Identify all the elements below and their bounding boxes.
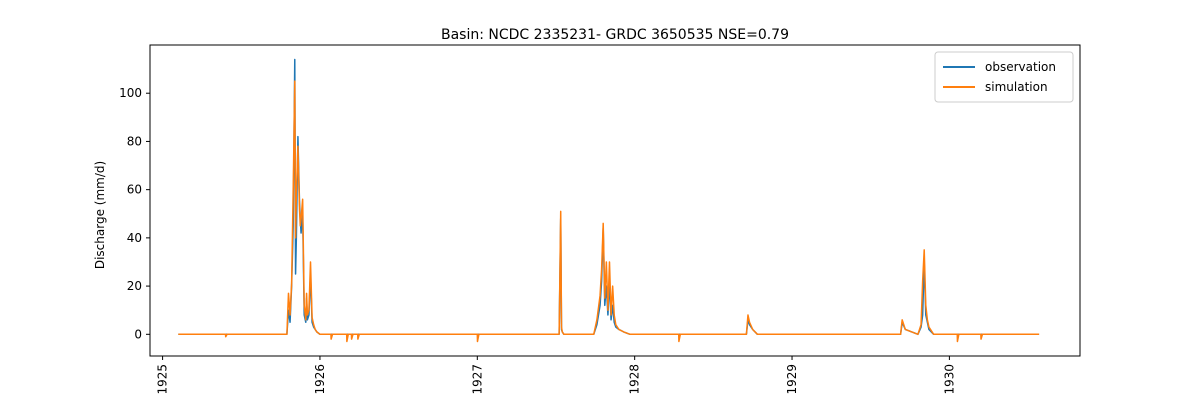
x-tick-label: 1930: [942, 364, 956, 395]
legend: observation simulation: [934, 51, 1074, 103]
series-layer: [178, 58, 1040, 343]
y-tick-label: 60: [127, 183, 142, 197]
plot-frame: [149, 44, 1081, 357]
series-line-simulation: [178, 80, 1040, 343]
x-tick-label: 1927: [470, 364, 484, 395]
legend-label-simulation: simulation: [985, 80, 1048, 94]
plot-area: 1925 1926 1927 1928 1929 1930 0 20 40 60 80 100: [119, 44, 1081, 395]
y-tick-label: 0: [134, 327, 142, 341]
y-tick-label: 20: [127, 279, 142, 293]
chart-title: Basin: NCDC 2335231- GRDC 3650535 NSE=0.…: [441, 27, 789, 43]
x-tick-label: 1929: [785, 364, 799, 395]
x-tick-label: 1925: [156, 364, 170, 395]
x-ticks: 1925 1926 1927 1928 1929 1930: [156, 356, 956, 395]
y-tick-label: 100: [119, 86, 142, 100]
legend-label-observation: observation: [985, 60, 1056, 74]
y-ticks: 0 20 40 60 80 100: [119, 86, 150, 341]
y-tick-label: 40: [127, 231, 142, 245]
legend-frame: [934, 51, 1074, 103]
x-tick-label: 1926: [313, 364, 327, 395]
y-axis-label: Discharge (mm/d): [93, 161, 107, 269]
y-tick-label: 80: [127, 134, 142, 148]
x-tick-label: 1928: [628, 364, 642, 395]
